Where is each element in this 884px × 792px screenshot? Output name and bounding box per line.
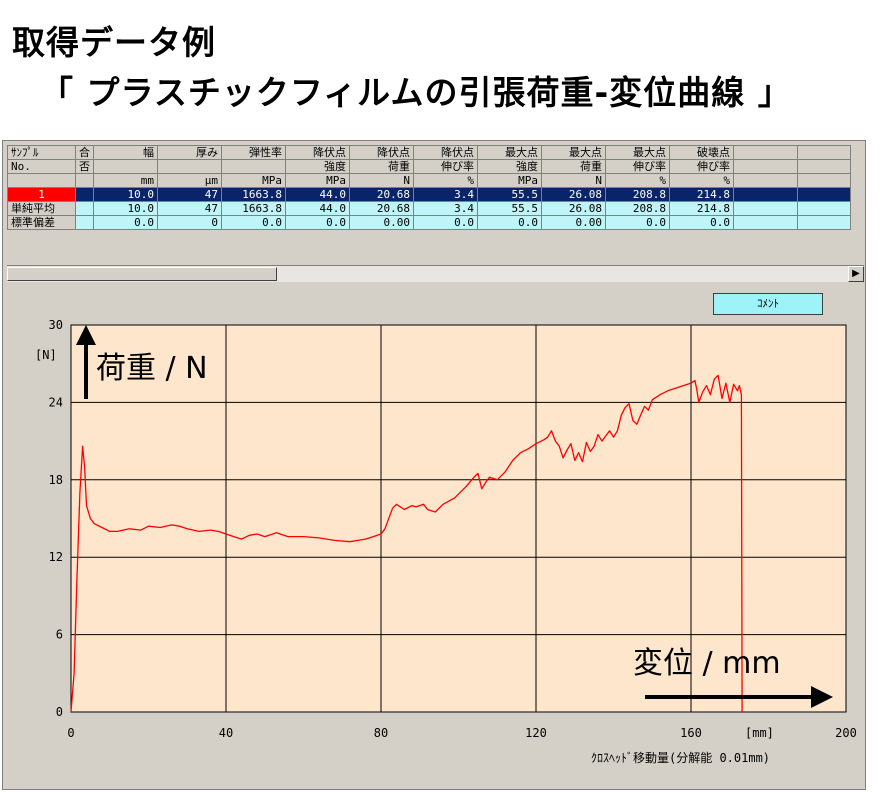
table-cell: 0.00 xyxy=(541,215,606,230)
table-cell: 伸び率 xyxy=(413,159,478,174)
table-cell: 55.5 xyxy=(477,201,542,216)
table-cell: No. xyxy=(7,159,76,174)
table-cell: 208.8 xyxy=(605,187,670,202)
table-cell: 208.8 xyxy=(605,201,670,216)
x-unit-label: [mm] xyxy=(745,726,774,740)
table-cell: 0.0 xyxy=(605,215,670,230)
statistics-row[interactable]: 単純平均 10.0 47 1663.8 44.0 20.68 3.4 55.5 26.08 208… xyxy=(7,201,851,216)
y-unit-label: [N] xyxy=(35,348,57,362)
table-cell: % xyxy=(669,173,734,188)
table-cell: 標準偏差 xyxy=(7,215,76,230)
table-cell: 伸び率 xyxy=(605,159,670,174)
table-cell xyxy=(797,159,851,174)
table-cell: 47 xyxy=(157,201,222,216)
table-cell xyxy=(733,159,798,174)
table-cell: 降伏点 xyxy=(413,145,478,160)
plot-area xyxy=(70,324,847,713)
table-cell: 0.00 xyxy=(349,215,414,230)
x-tick-label: 80 xyxy=(374,726,388,740)
horizontal-scrollbar[interactable]: ▶ xyxy=(7,265,864,282)
scrollbar-thumb[interactable] xyxy=(7,267,277,281)
table-cell: 10.0 xyxy=(93,187,158,202)
results-table: ｻﾝﾌﾟﾙ合幅厚み 弾性率 降伏点 降伏点 降伏点 最大点 最大点 最大点 破壊点 No. 否強度荷… xyxy=(7,145,851,230)
table-cell xyxy=(797,201,851,216)
table-cell xyxy=(797,145,851,160)
table-cell: 0.0 xyxy=(93,215,158,230)
x-tick-label: 160 xyxy=(680,726,702,740)
table-cell: 20.68 xyxy=(349,187,414,202)
y-tick-label: 18 xyxy=(49,473,63,487)
displacement-annotation: 変位 / mm xyxy=(633,646,781,681)
disp-axis-arrow-icon xyxy=(811,686,833,708)
table-cell xyxy=(733,215,798,230)
table-cell: 0.0 xyxy=(413,215,478,230)
y-tick-label: 12 xyxy=(49,550,63,564)
y-tick-label: 24 xyxy=(49,395,63,409)
y-tick-label: 30 xyxy=(49,318,63,332)
table-cell: 0.0 xyxy=(285,215,350,230)
table-cell: 0.0 xyxy=(221,215,286,230)
table-cell: MPa xyxy=(221,173,286,188)
x-tick-label: 120 xyxy=(525,726,547,740)
table-cell: 合 xyxy=(75,145,94,160)
table-cell xyxy=(797,173,851,188)
comment-button[interactable]: ｺﾒﾝﾄ xyxy=(713,293,823,315)
table-cell: MPa xyxy=(477,173,542,188)
table-cell: 伸び率 xyxy=(669,159,734,174)
page-subtitle: 「 プラスチックフィルムの引張荷重-変位曲線 」 xyxy=(40,73,792,112)
load-displacement-curve xyxy=(70,374,743,713)
table-cell: 214.8 xyxy=(669,187,734,202)
table-cell: 44.0 xyxy=(285,187,350,202)
x-tick-label: 40 xyxy=(219,726,233,740)
sample-row-selected[interactable]: 1 10.0 47 1663.8 44.0 20.68 3.4 55.5 26.08 208.8 2… xyxy=(7,187,851,202)
x-tick-label: 0 xyxy=(67,726,74,740)
y-tick-label: 6 xyxy=(56,628,63,642)
x-axis-label: ｸﾛｽﾍｯﾄﾞ移動量(分解能 0.01mm) xyxy=(591,751,770,765)
table-cell: 弾性率 xyxy=(221,145,286,160)
table-cell: 強度 xyxy=(285,159,350,174)
table-cell: 0.0 xyxy=(477,215,542,230)
table-cell: 0.0 xyxy=(669,215,734,230)
table-cell xyxy=(733,145,798,160)
table-cell: 単純平均 xyxy=(7,201,76,216)
load-displacement-chart: 0 40 80 120 160 200 0 6 12 18 24 30 [N] [mm] ｸﾛｽﾍｯﾄﾞ移動… xyxy=(7,284,864,787)
x-tick-label: 200 xyxy=(835,726,857,740)
table-cell xyxy=(797,215,851,230)
load-axis-arrow-icon xyxy=(76,325,96,345)
table-cell xyxy=(221,159,286,174)
table-cell: ｻﾝﾌﾟﾙ xyxy=(7,145,76,160)
table-cell xyxy=(75,215,94,230)
scroll-right-arrow-icon[interactable]: ▶ xyxy=(848,266,864,282)
table-cell: 降伏点 xyxy=(285,145,350,160)
table-unit-row: mm μm MPa MPa N% MPa N%% xyxy=(7,173,851,188)
y-tick-label: 0 xyxy=(56,705,63,719)
statistics-row[interactable]: 標準偏差 0.0 0 0.0 0.0 0.00 0.0 0.0 0.00 0.0 0.0 xyxy=(7,215,851,230)
app-window: ｻﾝﾌﾟﾙ合幅厚み 弾性率 降伏点 降伏点 降伏点 最大点 最大点 最大点 破壊点 No. 否強度荷… xyxy=(2,140,866,790)
page-title: 取得データ例 xyxy=(12,23,216,62)
table-cell: 1 xyxy=(7,187,76,202)
table-cell: 55.5 xyxy=(477,187,542,202)
load-annotation: 荷重 / N xyxy=(96,351,208,386)
table-cell: 荷重 xyxy=(349,159,414,174)
table-header-row: No. 否強度 荷重 伸び率 強度 荷重 伸び率 伸び率 xyxy=(7,159,851,174)
table-cell: 最大点 xyxy=(477,145,542,160)
table-cell: 最大点 xyxy=(605,145,670,160)
table-cell: 破壊点 xyxy=(669,145,734,160)
